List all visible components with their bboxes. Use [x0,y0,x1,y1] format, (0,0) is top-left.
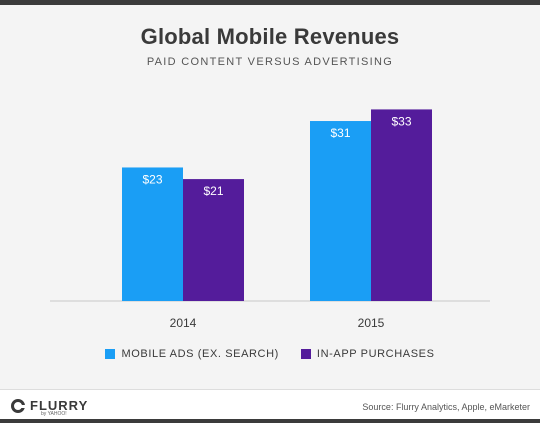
bar-2015-in-app [371,109,432,302]
brand-subtitle: by YAHOO! [41,411,67,417]
footer-divider [0,389,540,390]
legend-swatch-mobile-ads [105,349,116,359]
chart-title: Global Mobile Revenues [140,24,400,49]
flurry-logo-icon [11,398,25,413]
legend-item-in-app: IN-APP PURCHASES [300,348,435,360]
source-note: Source: Flurry Analytics, Apple, eMarket… [362,402,530,412]
data-label-2014-mobile-ads: $23 [142,172,162,186]
legend: MOBILE ADS (EX. SEARCH) IN-APP PURCHASES [0,348,540,360]
top-border [0,0,540,5]
data-label-2015-in-app: $33 [391,114,411,128]
footer [0,389,540,423]
chart-background [0,5,540,389]
legend-item-mobile-ads: MOBILE ADS (EX. SEARCH) [105,348,278,360]
x-tick-label-2015: 2015 [358,316,385,330]
legend-label-in-app: IN-APP PURCHASES [316,348,435,360]
bottom-border [0,419,540,423]
x-tick-label-2014: 2014 [170,316,197,330]
bar-2015-mobile-ads [310,121,371,302]
bar-2014-in-app [183,179,244,301]
bar-2014-mobile-ads [122,167,183,301]
legend-label-mobile-ads: MOBILE ADS (EX. SEARCH) [121,348,279,360]
brand-logo: FLURRY by YAHOO! [11,398,89,417]
chart-subtitle: PAID CONTENT VERSUS ADVERTISING [146,56,394,68]
data-label-2015-mobile-ads: $31 [330,126,350,140]
data-label-2014-in-app: $21 [203,184,223,198]
brand-name: FLURRY [30,398,89,413]
bar-chart: $23 $21 2014 $31 $33 2015 [50,109,490,330]
legend-swatch-in-app [300,349,311,359]
